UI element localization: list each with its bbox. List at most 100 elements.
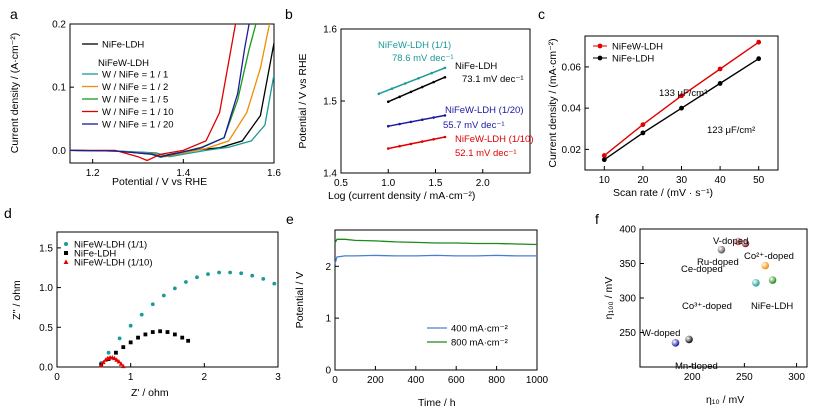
data-point xyxy=(250,273,255,278)
x-tick-label: 0.5 xyxy=(334,178,348,189)
x-tick-label: 1.2 xyxy=(86,168,100,179)
x-tick-label: 200 xyxy=(367,375,384,386)
data-point xyxy=(409,90,413,94)
data-point xyxy=(377,92,381,96)
data-point xyxy=(98,362,104,368)
data-point xyxy=(261,276,266,281)
y-tick-label: 300 xyxy=(619,294,636,305)
dopant-point xyxy=(671,339,680,347)
series-name: NiFeW-LDH (1/1) xyxy=(378,40,451,51)
data-point xyxy=(398,144,401,148)
x-axis-label: Potential / V vs RHE xyxy=(112,176,207,188)
plot-frame xyxy=(69,23,275,164)
legend-marker xyxy=(64,251,68,255)
series-line xyxy=(70,24,237,162)
data-point xyxy=(136,335,140,340)
panel-c: 10 20 30 40 50 0.02 0.04 0.06 Scan rate / (mV · … xyxy=(538,6,779,199)
y-tick-label: 0.06 xyxy=(562,62,582,73)
y-axis-label: Potential / V vs RHE xyxy=(297,53,309,148)
series-name: NiFeW-LDH (1/20) xyxy=(445,105,523,116)
data-point xyxy=(172,286,177,291)
data-point xyxy=(386,147,390,150)
x-tick-label: 250 xyxy=(736,372,753,383)
y-tick-label: 0 xyxy=(325,366,331,377)
tafel-line xyxy=(388,114,446,127)
data-point xyxy=(420,85,424,89)
data-point xyxy=(717,81,723,86)
panel-label: b xyxy=(285,6,293,22)
panel-label: e xyxy=(286,211,294,227)
dopant-point xyxy=(734,237,742,246)
y-axis-label: η₁₀₀ / mV xyxy=(603,277,615,320)
data-point xyxy=(398,122,401,126)
data-point xyxy=(386,100,390,104)
data-point xyxy=(139,312,144,317)
x-axis-label: Scan rate / (mV · s⁻¹) xyxy=(613,187,713,199)
panel-d: 0 1 2 3 0.0 0.5 1.0 1.5 Z' / ohm Z'' / ohm d NiFeW-… xyxy=(4,205,281,399)
data-point xyxy=(432,138,435,141)
series-name: NiFeW-LDH (1/10) xyxy=(455,134,533,145)
panel-label: c xyxy=(538,6,545,22)
data-point xyxy=(398,95,401,99)
panel-e: 0 200 400 600 800 1000 0 1 2 Time / h Potential / … xyxy=(286,211,549,409)
dopant-point xyxy=(685,335,693,344)
data-point xyxy=(184,280,188,284)
x-tick-label: 300 xyxy=(788,372,805,383)
x-tick-label: 1000 xyxy=(526,375,549,386)
legend-label: W / NiFe = 1 / 20 xyxy=(102,120,174,131)
data-point xyxy=(386,124,390,128)
data-point xyxy=(409,120,413,124)
x-tick-label: 800 xyxy=(488,375,505,386)
legend-label: W / NiFe = 1 / 5 xyxy=(102,95,168,106)
x-tick-label: 50 xyxy=(753,175,765,186)
panel-label: d xyxy=(4,205,12,221)
y-axis-label: Z'' / ohm xyxy=(11,280,23,320)
legend-label: NiFe-LDH xyxy=(102,40,144,51)
y-tick-label: 250 xyxy=(619,328,636,339)
data-point xyxy=(420,140,424,143)
y-tick-label: 1.0 xyxy=(39,283,53,294)
x-tick-label: 1.0 xyxy=(381,178,395,189)
dopant-point xyxy=(717,245,726,254)
data-point xyxy=(679,93,684,99)
data-point xyxy=(101,359,106,365)
data-point xyxy=(272,281,277,286)
data-point xyxy=(403,82,407,85)
y-tick-label: 0.2 xyxy=(52,20,66,31)
y-tick-label: 2 xyxy=(325,262,331,273)
stability-trace xyxy=(334,254,537,264)
point-label: Ce-doped xyxy=(681,264,723,275)
data-point xyxy=(186,338,191,343)
legend-label: 800 mA·cm⁻² xyxy=(451,338,508,349)
y-tick-label: 0.0 xyxy=(39,363,53,374)
legend-marker xyxy=(597,55,603,61)
tafel-slope-label: 55.7 mV dec⁻¹ xyxy=(443,120,505,131)
point-label: Co³⁺-doped xyxy=(682,301,732,312)
tafel-line xyxy=(388,136,446,150)
data-point xyxy=(601,157,607,163)
plot-frame xyxy=(334,229,538,371)
point-label: Ru-doped xyxy=(697,257,739,268)
legend-marker xyxy=(597,43,603,49)
y-tick-label: 1.4 xyxy=(323,169,337,180)
x-tick-label: 3 xyxy=(275,372,281,383)
point-label: W-doped xyxy=(642,328,680,339)
data-point xyxy=(217,270,221,275)
panel-label: f xyxy=(595,211,599,227)
data-point xyxy=(443,114,447,117)
data-point xyxy=(443,66,447,70)
x-tick-label: 2 xyxy=(202,372,208,383)
data-point xyxy=(756,56,762,62)
data-point xyxy=(121,363,126,369)
x-tick-label: 400 xyxy=(407,375,424,386)
x-tick-label: 1 xyxy=(128,372,134,383)
data-point xyxy=(117,336,122,341)
x-tick-label: 10 xyxy=(599,175,611,186)
data-point xyxy=(165,330,170,334)
panel-b: 0.5 1.0 1.5 2.0 1.4 1.5 1.6 Log (current densit… xyxy=(285,6,533,202)
data-point xyxy=(161,293,166,298)
y-axis-label: Current density / (A·cm⁻²) xyxy=(9,33,21,153)
data-point xyxy=(121,345,126,350)
data-point xyxy=(106,350,111,355)
